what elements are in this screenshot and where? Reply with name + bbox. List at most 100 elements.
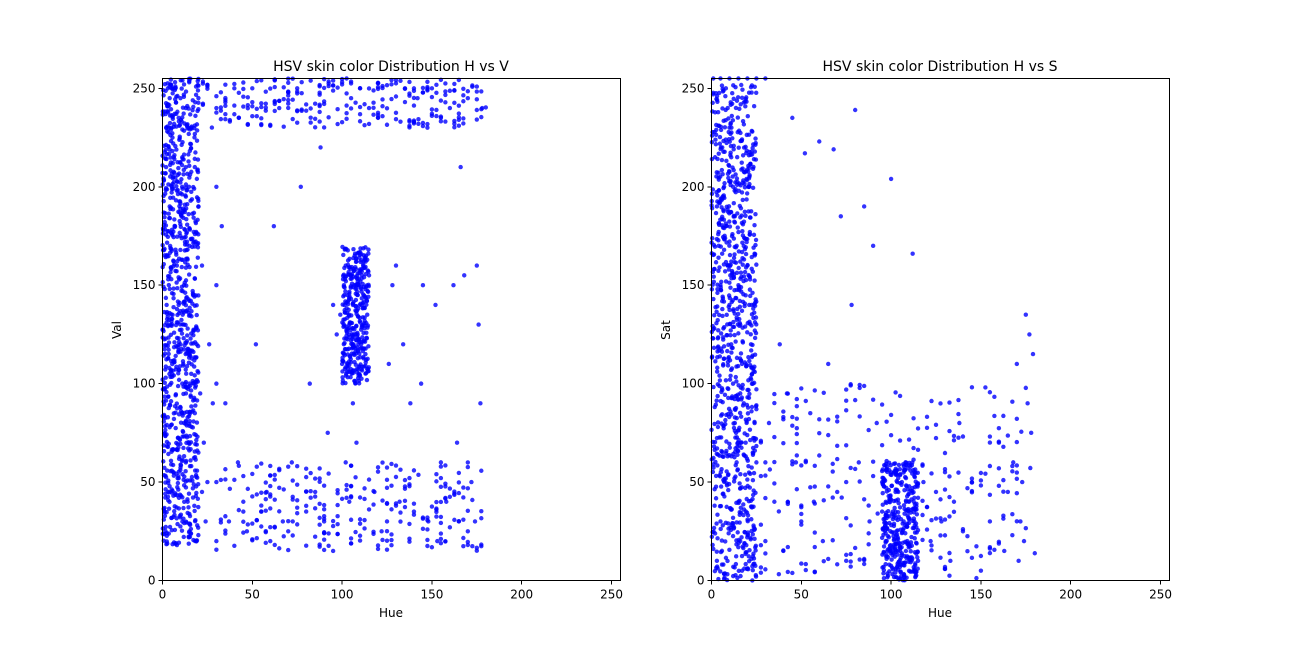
scatter-point bbox=[384, 106, 390, 111]
scatter-point bbox=[738, 351, 744, 356]
chart-hue-vs-sat: HSV skin color Distribution H vs S 0 50 10… bbox=[659, 59, 1172, 620]
scatter-point bbox=[456, 490, 462, 496]
scatter-point bbox=[719, 251, 725, 256]
scatter-point bbox=[720, 294, 725, 299]
scatter-point bbox=[340, 375, 345, 380]
scatter-point bbox=[340, 350, 346, 355]
scatter-point bbox=[461, 121, 466, 126]
scatter-point bbox=[730, 533, 736, 539]
scatter-point bbox=[236, 507, 242, 513]
scatter-point bbox=[447, 88, 453, 93]
scatter-point bbox=[933, 516, 939, 521]
scatter-point bbox=[888, 433, 894, 438]
scatter-point bbox=[389, 96, 394, 102]
scatter-point bbox=[719, 412, 725, 417]
scatter-point bbox=[817, 430, 822, 436]
scatter-point bbox=[479, 543, 484, 549]
scatter-point bbox=[295, 120, 300, 125]
scatter-point bbox=[987, 434, 993, 439]
scatter-point bbox=[737, 298, 743, 304]
scatter-point bbox=[794, 425, 800, 431]
scatter-point bbox=[742, 530, 748, 535]
scatter-point bbox=[190, 478, 195, 483]
scatter-point bbox=[882, 520, 887, 525]
scatter-point bbox=[732, 259, 737, 265]
scatter-point bbox=[166, 498, 171, 503]
scatter-point bbox=[897, 544, 902, 549]
scatter-point bbox=[163, 147, 168, 153]
scatter-point bbox=[752, 320, 758, 325]
scatter-point bbox=[162, 337, 167, 342]
scatter-point bbox=[429, 545, 435, 550]
scatter-point bbox=[469, 479, 474, 485]
scatter-point bbox=[751, 315, 756, 321]
scatter-point bbox=[483, 105, 488, 110]
scatter-point bbox=[354, 440, 359, 445]
scatter-point bbox=[731, 201, 736, 206]
scatter-point bbox=[803, 561, 808, 567]
scatter-point bbox=[259, 490, 264, 495]
scatter-point bbox=[295, 511, 300, 516]
scatter-point bbox=[799, 522, 804, 527]
scatter-point bbox=[196, 450, 201, 455]
scatter-point bbox=[715, 290, 720, 296]
scatter-point bbox=[335, 502, 340, 508]
scatter-point bbox=[303, 509, 309, 514]
scatter-point bbox=[888, 176, 894, 182]
scatter-point bbox=[163, 254, 168, 260]
scatter-point bbox=[812, 544, 817, 550]
scatter-point bbox=[384, 477, 390, 483]
scatter-point bbox=[889, 483, 895, 488]
scatter-point bbox=[172, 504, 177, 509]
scatter-point bbox=[731, 523, 736, 529]
scatter-point bbox=[295, 482, 300, 487]
scatter-point bbox=[259, 116, 264, 121]
scatter-point bbox=[897, 393, 903, 399]
scatter-point bbox=[162, 415, 168, 421]
scatter-point bbox=[956, 411, 961, 417]
scatter-point bbox=[772, 434, 777, 440]
scatter-point bbox=[741, 545, 746, 551]
scatter-point bbox=[350, 302, 356, 308]
scatter-point bbox=[411, 95, 417, 101]
scatter-point bbox=[398, 78, 403, 84]
scatter-point bbox=[777, 342, 782, 347]
scatter-point bbox=[866, 531, 871, 536]
scatter-point bbox=[742, 472, 748, 477]
scatter-point bbox=[735, 115, 741, 120]
scatter-point bbox=[192, 385, 198, 390]
scatter-point bbox=[179, 288, 184, 293]
scatter-point bbox=[342, 366, 348, 372]
scatter-point bbox=[181, 299, 187, 304]
scatter-point bbox=[716, 151, 721, 156]
scatter-point bbox=[254, 492, 259, 497]
scatter-point bbox=[420, 526, 426, 532]
scatter-point bbox=[168, 82, 173, 87]
scatter-point bbox=[852, 545, 858, 551]
scatter-point bbox=[461, 543, 466, 549]
scatter-point bbox=[407, 93, 412, 98]
scatter-point bbox=[272, 524, 277, 529]
scatter-point bbox=[730, 395, 735, 401]
scatter-point bbox=[905, 508, 910, 513]
scatter-point bbox=[402, 498, 408, 504]
scatter-point bbox=[726, 163, 732, 168]
scatter-point bbox=[883, 538, 888, 544]
scatter-point bbox=[188, 336, 193, 341]
scatter-point bbox=[716, 221, 722, 226]
x-tick-label: 250 bbox=[1149, 588, 1172, 602]
scatter-point bbox=[254, 464, 259, 469]
scatter-point bbox=[1001, 477, 1006, 483]
scatter-point bbox=[743, 144, 748, 150]
scatter-point bbox=[848, 564, 853, 569]
scatter-point bbox=[835, 414, 840, 419]
scatter-point bbox=[753, 242, 758, 248]
scatter-point bbox=[317, 119, 322, 124]
scatter-point bbox=[426, 519, 431, 524]
scatter-point bbox=[753, 300, 758, 305]
scatter-point bbox=[754, 262, 759, 267]
scatter-point bbox=[730, 174, 735, 179]
scatter-point bbox=[776, 509, 782, 514]
scatter-point bbox=[362, 517, 367, 523]
scatter-point bbox=[171, 304, 176, 310]
